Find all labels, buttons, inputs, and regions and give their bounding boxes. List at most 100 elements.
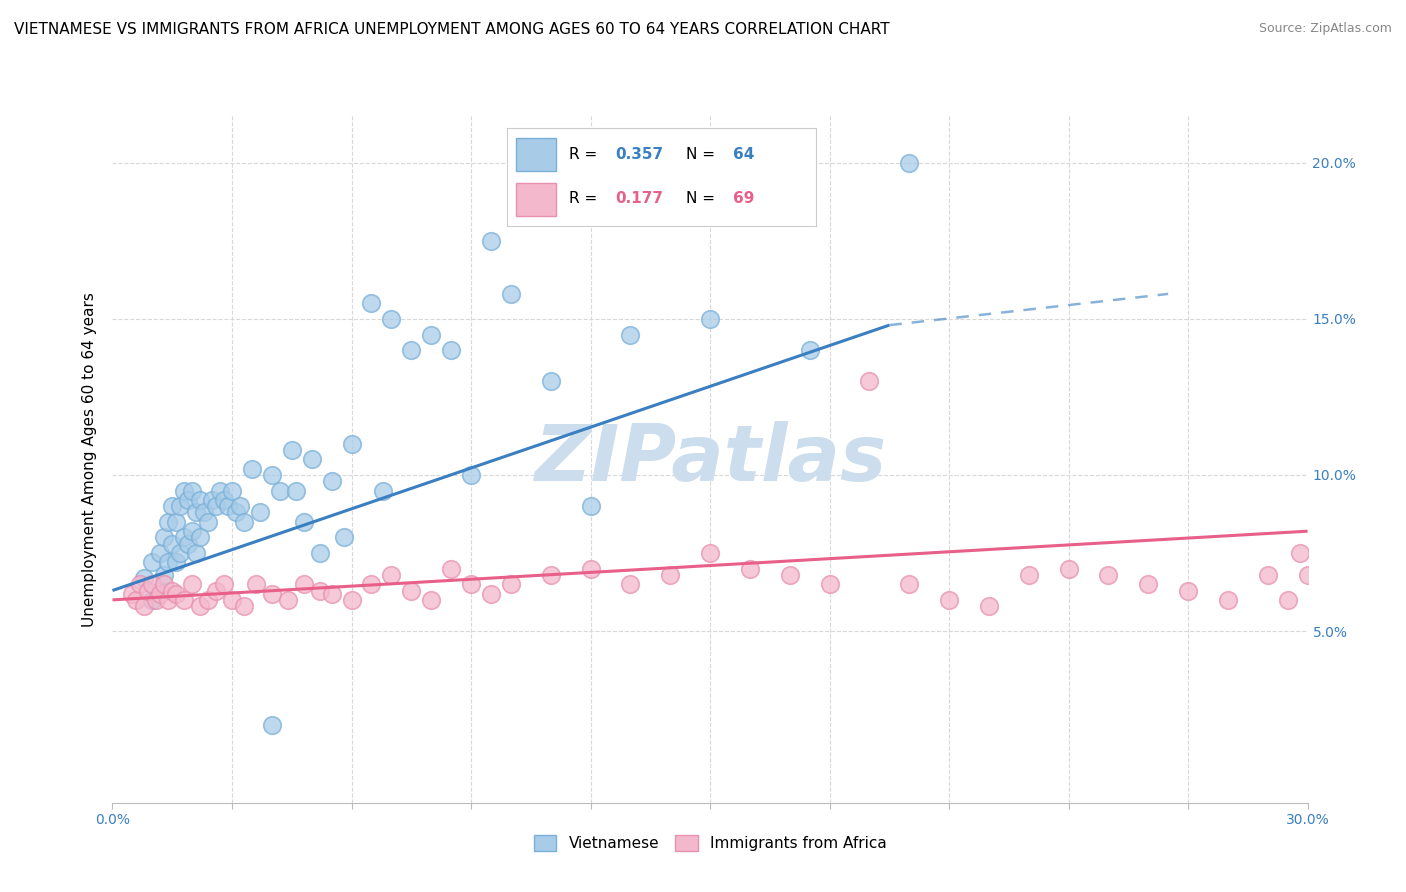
Point <box>125 592 148 607</box>
Point <box>380 568 402 582</box>
Point <box>898 577 921 591</box>
Point <box>579 562 602 576</box>
Text: N =: N = <box>686 146 720 161</box>
Y-axis label: Unemployment Among Ages 60 to 64 years: Unemployment Among Ages 60 to 64 years <box>82 292 97 627</box>
Point <box>1288 546 1310 560</box>
Point <box>205 583 228 598</box>
Point <box>1257 568 1279 582</box>
Point <box>177 536 200 550</box>
Point <box>221 592 243 607</box>
Point <box>157 555 180 570</box>
Point <box>401 343 423 357</box>
Text: 0.177: 0.177 <box>616 191 664 206</box>
Point <box>260 717 283 731</box>
Point <box>162 583 183 598</box>
Point <box>284 483 307 498</box>
Point <box>1376 592 1399 607</box>
Point <box>260 587 283 601</box>
Point <box>1368 530 1391 544</box>
Point <box>460 577 482 591</box>
Text: ZIPatlas: ZIPatlas <box>534 421 886 498</box>
Point <box>619 577 641 591</box>
Point <box>134 599 156 614</box>
Point <box>201 492 224 507</box>
Point <box>460 467 482 482</box>
Point <box>240 462 263 476</box>
Point <box>1018 568 1040 582</box>
Point <box>186 546 208 560</box>
Point <box>197 515 219 529</box>
Point <box>938 592 960 607</box>
Point <box>579 500 602 514</box>
Text: R =: R = <box>569 146 602 161</box>
Point <box>225 505 247 519</box>
Point <box>149 587 172 601</box>
Point <box>499 287 522 301</box>
Point <box>308 546 330 560</box>
Point <box>292 515 315 529</box>
Point <box>1097 568 1119 582</box>
Bar <box>516 137 557 171</box>
Point <box>499 577 522 591</box>
Point <box>153 577 176 591</box>
Text: R =: R = <box>569 191 602 206</box>
Point <box>181 524 204 538</box>
Point <box>157 515 180 529</box>
Text: 69: 69 <box>733 191 754 206</box>
Point <box>340 592 363 607</box>
Point <box>1316 577 1339 591</box>
Point <box>440 343 463 357</box>
Point <box>301 452 323 467</box>
Legend: Vietnamese, Immigrants from Africa: Vietnamese, Immigrants from Africa <box>527 829 893 857</box>
Point <box>205 500 228 514</box>
Text: 64: 64 <box>733 146 754 161</box>
Point <box>186 505 208 519</box>
Point <box>1384 568 1406 582</box>
Point <box>141 577 163 591</box>
Point <box>1277 592 1299 607</box>
Point <box>1296 568 1319 582</box>
Point <box>162 536 183 550</box>
Point <box>145 592 167 607</box>
Point <box>165 555 187 570</box>
Point <box>141 592 163 607</box>
Point <box>173 530 195 544</box>
Point <box>149 583 172 598</box>
Point <box>898 155 921 169</box>
Point <box>177 492 200 507</box>
Point <box>401 583 423 598</box>
Point <box>149 546 172 560</box>
Point <box>193 505 215 519</box>
Point <box>540 374 562 388</box>
Point <box>738 562 761 576</box>
Point <box>245 577 267 591</box>
Point <box>659 568 682 582</box>
Point <box>221 483 243 498</box>
Point <box>173 483 195 498</box>
Point <box>197 592 219 607</box>
Point <box>162 500 183 514</box>
Text: 0.357: 0.357 <box>616 146 664 161</box>
Point <box>169 500 191 514</box>
Point <box>619 327 641 342</box>
Point <box>188 530 211 544</box>
Point <box>440 562 463 576</box>
Point <box>121 587 143 601</box>
Point <box>269 483 291 498</box>
Point <box>977 599 1000 614</box>
Point <box>134 571 156 585</box>
Point <box>779 568 801 582</box>
Point <box>281 443 304 457</box>
Bar <box>516 183 557 216</box>
Point <box>260 467 283 482</box>
Point <box>229 500 252 514</box>
Point <box>233 599 256 614</box>
Point <box>169 546 191 560</box>
Point <box>153 568 176 582</box>
Point <box>138 583 160 598</box>
Point <box>188 492 211 507</box>
Point <box>165 587 187 601</box>
Point <box>292 577 315 591</box>
Text: N =: N = <box>686 191 720 206</box>
Point <box>233 515 256 529</box>
